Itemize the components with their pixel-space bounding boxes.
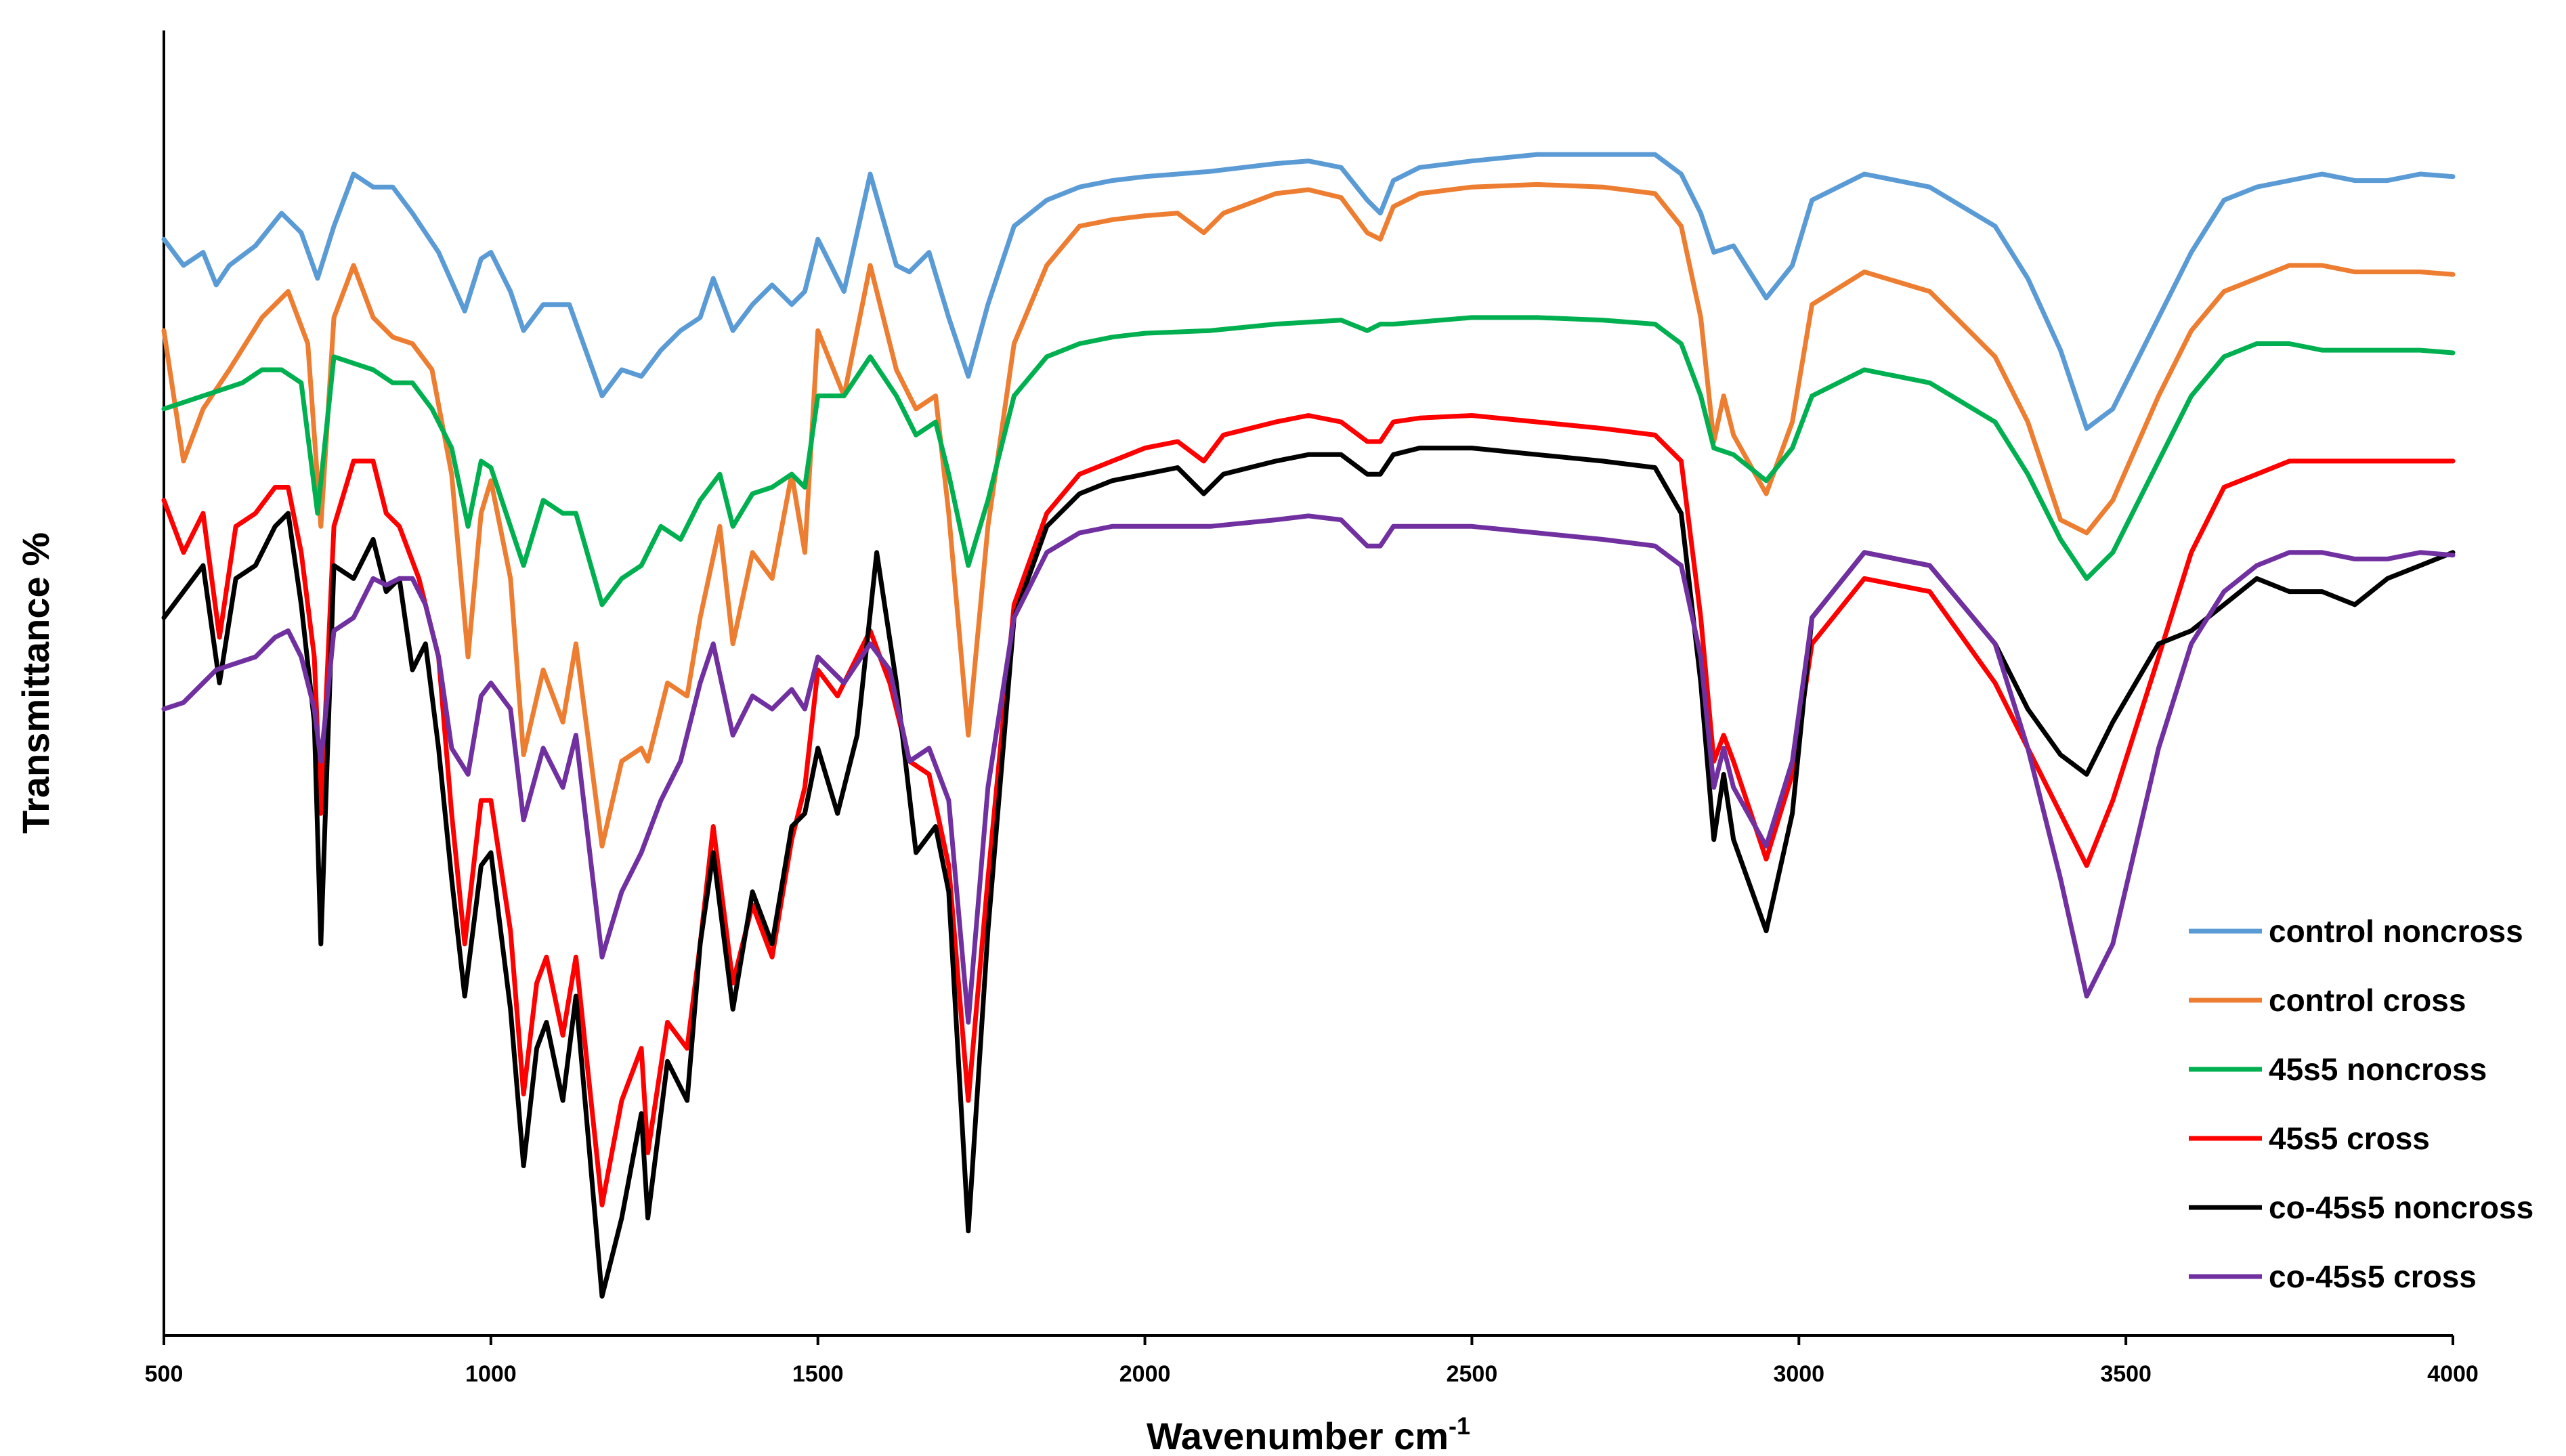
legend-label: control cross (2269, 983, 2466, 1018)
legend: control noncross control cross 45s5 noncro… (2189, 914, 2533, 1294)
series-line-co-45s5-noncross (161, 446, 2456, 1299)
axes: 500 1000 1500 2000 2500 3000 3500 4000 (145, 30, 2479, 1387)
series-line-co-45s5-cross (161, 513, 2456, 1025)
legend-label: co-45s5 cross (2269, 1259, 2477, 1294)
x-axis-title-superscript: -1 (1449, 1412, 1470, 1440)
x-tick-label: 500 (145, 1361, 184, 1387)
series-line-control-cross (161, 181, 2456, 849)
legend-label: control noncross (2269, 914, 2523, 949)
legend-label: co-45s5 noncross (2269, 1190, 2533, 1225)
series-line-control-noncross (161, 152, 2456, 431)
x-axis-title-text: Wavenumber cm (1147, 1415, 1449, 1456)
x-tick-label: 2000 (1119, 1361, 1171, 1387)
series-lines (161, 152, 2456, 1299)
legend-label: 45s5 cross (2269, 1121, 2430, 1156)
x-ticks: 500 1000 1500 2000 2500 3000 3500 4000 (145, 1335, 2479, 1387)
x-tick-label: 1000 (465, 1361, 517, 1387)
y-axis-title: Transmittance % (14, 532, 57, 834)
x-tick-label: 3500 (2100, 1361, 2152, 1387)
legend-label: 45s5 noncross (2269, 1052, 2487, 1087)
series-line-45s5-noncross (161, 315, 2456, 607)
x-axis-title: Wavenumber cm-1 (1147, 1412, 1470, 1456)
x-tick-label: 1500 (792, 1361, 844, 1387)
x-tick-label: 3000 (1773, 1361, 1824, 1387)
x-tick-label: 4000 (2427, 1361, 2479, 1387)
x-tick-label: 2500 (1447, 1361, 1498, 1387)
series-line-45s5-cross (161, 413, 2456, 1207)
